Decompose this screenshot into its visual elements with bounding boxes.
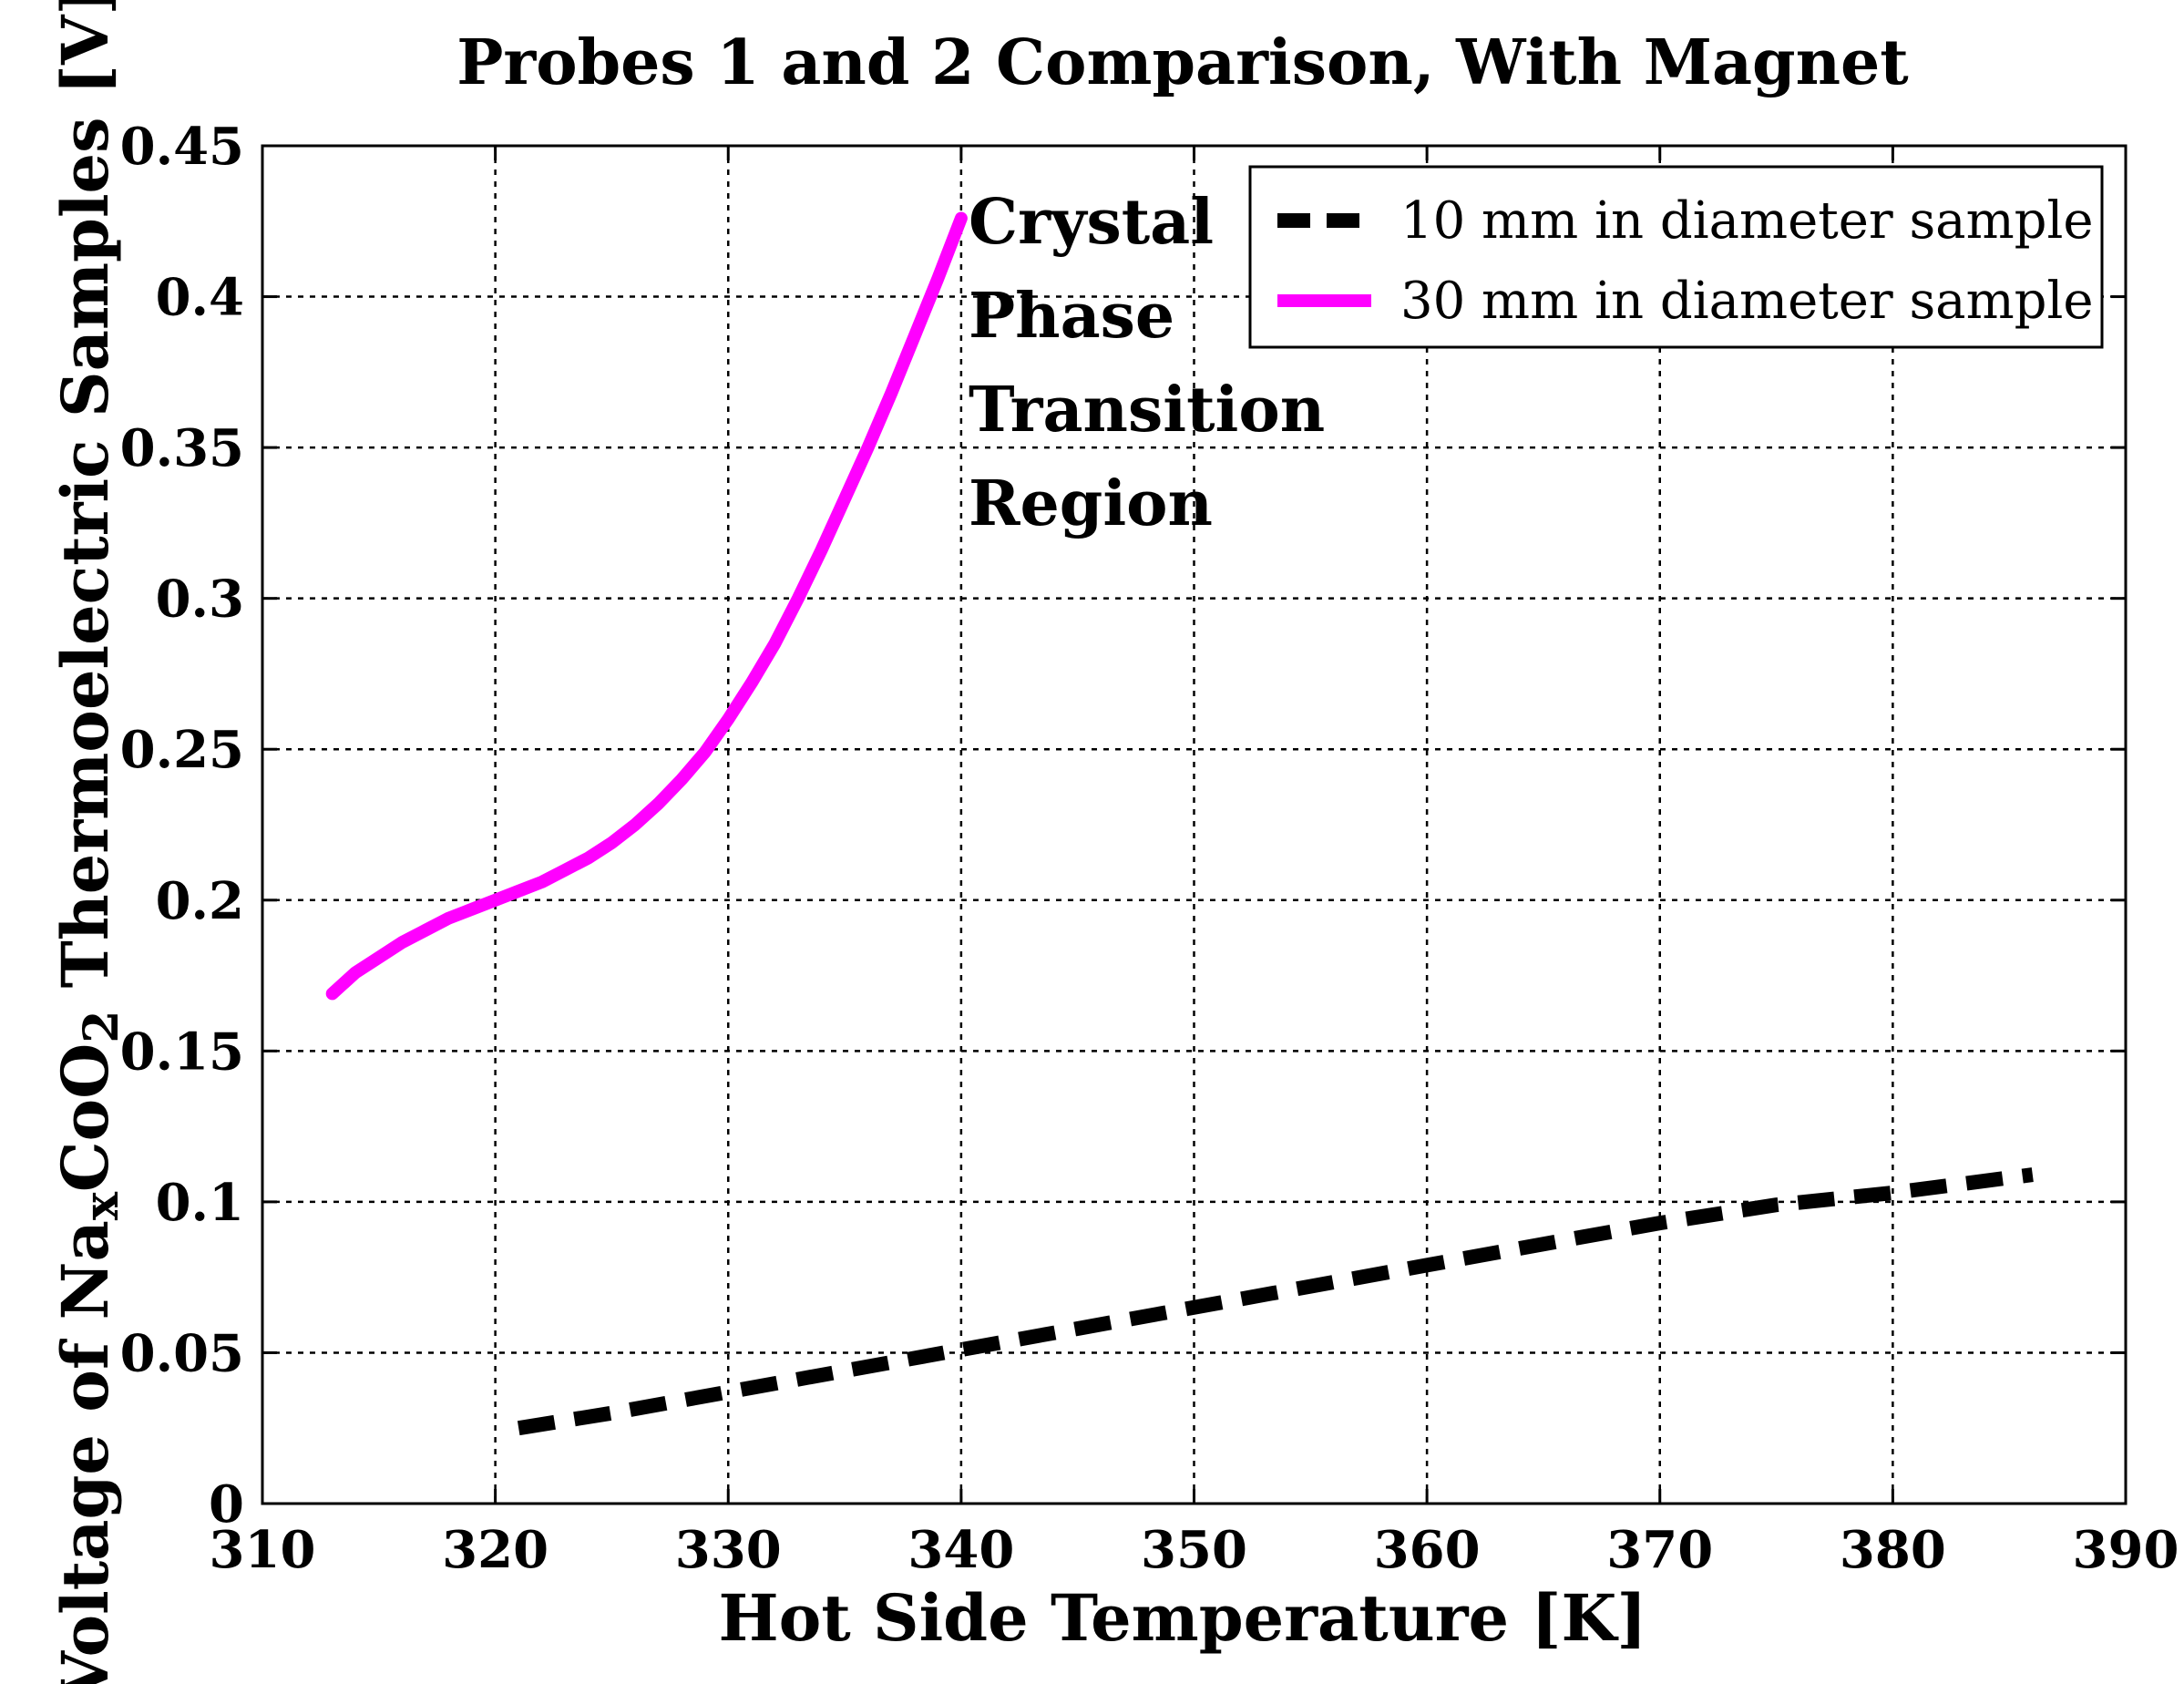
y-tick-label: 0.2 — [156, 871, 244, 931]
y-tick-label: 0.35 — [120, 418, 244, 478]
legend: 10 mm in diameter sample 30 mm in diamet… — [1248, 165, 2104, 349]
x-tick-label: 320 — [442, 1520, 549, 1580]
legend-box — [1248, 165, 2104, 349]
series-line-10mm — [517, 1167, 2034, 1436]
x-tick-label: 390 — [2073, 1520, 2179, 1580]
y-tick-label: 0.45 — [120, 117, 244, 177]
y-tick-label: 0.15 — [120, 1022, 244, 1082]
x-tick-label: 380 — [1840, 1520, 1946, 1580]
annotation-line: Transition — [969, 374, 1325, 447]
y-tick-label: 0.1 — [156, 1173, 244, 1233]
annotation-line: Phase — [969, 280, 1174, 353]
y-tick-label: 0.25 — [120, 720, 244, 780]
x-tick-label: 360 — [1374, 1520, 1481, 1580]
legend-label-30mm: 30 mm in diameter sample — [1400, 272, 2094, 331]
annotation-line: Region — [969, 467, 1213, 540]
x-axis-label: Hot Side Temperature [K] — [719, 1580, 1647, 1656]
annotation-line: Crystal — [969, 186, 1214, 259]
series-line-30mm — [325, 211, 968, 1001]
x-tick-label: 330 — [675, 1520, 782, 1580]
x-tick-label: 310 — [210, 1520, 316, 1580]
y-axis-label: Voltage of NaxCoO2 Thermoelectric Sample… — [47, 0, 129, 1684]
annotation-crystal-phase-transition: Crystal Phase Transition Region — [969, 186, 1325, 540]
y-axis-label-prefix: Voltage of Na — [47, 1220, 123, 1684]
y-axis-label-sub-2: 2 — [74, 1011, 129, 1043]
y-tick-label: 0.4 — [156, 268, 244, 328]
y-axis-label-sub-x: x — [74, 1191, 129, 1220]
x-tick-label: 370 — [1606, 1520, 1713, 1580]
ticks — [261, 144, 2128, 1505]
y-tick-label: 0 — [209, 1474, 244, 1535]
chart-title: Probes 1 and 2 Comparison, With Magnet — [456, 26, 1909, 99]
tick-labels: 310 320 330 340 350 360 370 380 390 0 0.05 0.1 0.15 0… — [120, 117, 2179, 1580]
series-layer — [325, 211, 2034, 1436]
y-axis-label-suffix: Thermoelectric Samples [V] — [47, 0, 123, 1011]
y-tick-label: 0.05 — [120, 1323, 244, 1383]
x-tick-label: 350 — [1141, 1520, 1247, 1580]
y-axis-label-mid: CoO — [47, 1043, 123, 1192]
legend-label-10mm: 10 mm in diameter sample — [1400, 191, 2094, 251]
y-tick-label: 0.3 — [156, 570, 244, 630]
x-tick-label: 340 — [907, 1520, 1014, 1580]
